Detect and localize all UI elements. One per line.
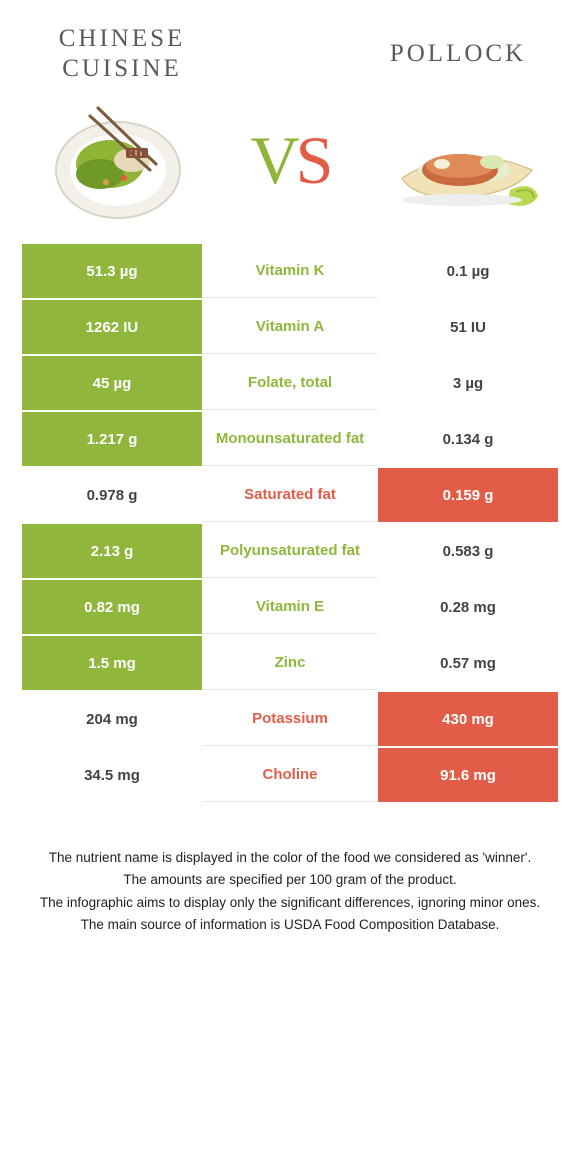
nutrient-row: 45 µgFolate, total3 µg bbox=[22, 356, 558, 412]
value-a: 1.217 g bbox=[22, 412, 202, 466]
nutrient-row: 1.5 mgZinc0.57 mg bbox=[22, 636, 558, 692]
nutrient-name: Monounsaturated fat bbox=[202, 412, 378, 466]
nutrient-name: Zinc bbox=[202, 636, 378, 690]
nutrient-name: Polyunsaturated fat bbox=[202, 524, 378, 578]
nutrient-row: 51.3 µgVitamin K0.1 µg bbox=[22, 244, 558, 300]
nutrient-name: Vitamin A bbox=[202, 300, 378, 354]
nutrient-row: 204 mgPotassium430 mg bbox=[22, 692, 558, 748]
nutrient-row: 0.82 mgVitamin E0.28 mg bbox=[22, 580, 558, 636]
value-a: 0.82 mg bbox=[22, 580, 202, 634]
value-b: 91.6 mg bbox=[378, 748, 558, 802]
food-a-image bbox=[38, 100, 198, 220]
value-a: 45 µg bbox=[22, 356, 202, 410]
value-a: 1.5 mg bbox=[22, 636, 202, 690]
title-row: Chinese cuisine Pollock bbox=[22, 24, 558, 84]
value-a: 2.13 g bbox=[22, 524, 202, 578]
value-b: 0.57 mg bbox=[378, 636, 558, 690]
images-row: VS bbox=[22, 100, 558, 220]
nutrient-row: 0.978 gSaturated fat0.159 g bbox=[22, 468, 558, 524]
value-a: 204 mg bbox=[22, 692, 202, 746]
value-a: 51.3 µg bbox=[22, 244, 202, 298]
value-a: 0.978 g bbox=[22, 468, 202, 522]
nutrient-name: Choline bbox=[202, 748, 378, 802]
nutrient-row: 1262 IUVitamin A51 IU bbox=[22, 300, 558, 356]
nutrient-name: Saturated fat bbox=[202, 468, 378, 522]
vs-s-letter: S bbox=[296, 121, 330, 200]
vs-label: VS bbox=[251, 121, 330, 200]
vs-v-letter: V bbox=[251, 121, 296, 200]
value-a: 34.5 mg bbox=[22, 748, 202, 802]
value-b: 0.159 g bbox=[378, 468, 558, 522]
footnote-line-1: The nutrient name is displayed in the co… bbox=[32, 848, 548, 868]
nutrient-row: 1.217 gMonounsaturated fat0.134 g bbox=[22, 412, 558, 468]
nutrient-name: Vitamin K bbox=[202, 244, 378, 298]
food-b-image bbox=[382, 100, 542, 220]
nutrient-table: 51.3 µgVitamin K0.1 µg1262 IUVitamin A51… bbox=[22, 244, 558, 804]
value-a: 1262 IU bbox=[22, 300, 202, 354]
food-b-title: Pollock bbox=[358, 39, 558, 69]
value-b: 0.28 mg bbox=[378, 580, 558, 634]
infographic-container: Chinese cuisine Pollock VS bbox=[0, 0, 580, 935]
nutrient-name: Folate, total bbox=[202, 356, 378, 410]
nutrient-row: 2.13 gPolyunsaturated fat0.583 g bbox=[22, 524, 558, 580]
value-b: 0.1 µg bbox=[378, 244, 558, 298]
value-b: 51 IU bbox=[378, 300, 558, 354]
footnote: The nutrient name is displayed in the co… bbox=[22, 848, 558, 935]
footnote-line-3: The infographic aims to display only the… bbox=[32, 893, 548, 913]
nutrient-name: Potassium bbox=[202, 692, 378, 746]
nutrient-name: Vitamin E bbox=[202, 580, 378, 634]
footnote-line-4: The main source of information is USDA F… bbox=[32, 915, 548, 935]
value-b: 430 mg bbox=[378, 692, 558, 746]
value-b: 0.134 g bbox=[378, 412, 558, 466]
food-a-title: Chinese cuisine bbox=[22, 24, 222, 84]
footnote-line-2: The amounts are specified per 100 gram o… bbox=[32, 870, 548, 890]
value-b: 0.583 g bbox=[378, 524, 558, 578]
value-b: 3 µg bbox=[378, 356, 558, 410]
nutrient-row: 34.5 mgCholine91.6 mg bbox=[22, 748, 558, 804]
